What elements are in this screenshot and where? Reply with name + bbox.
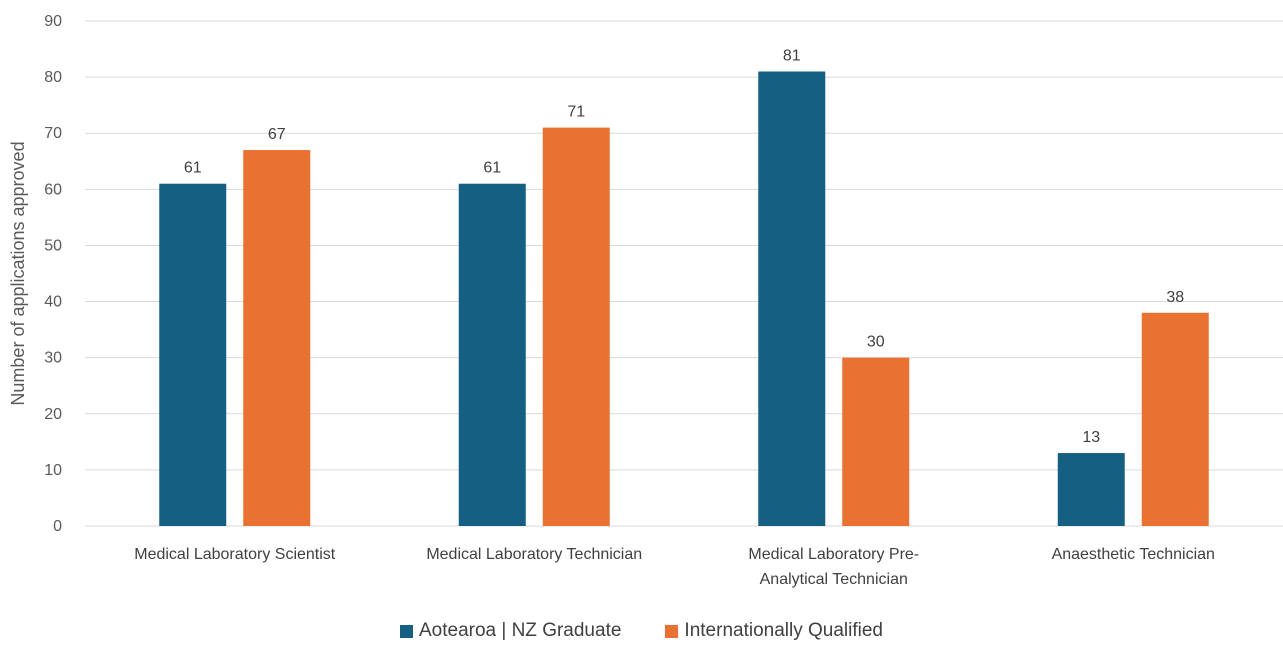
y-tick-label: 0 — [53, 518, 62, 535]
x-axis-categories: Medical Laboratory Scientist Medical Labo… — [134, 546, 1215, 588]
legend-item: Internationally Qualified — [665, 620, 883, 642]
data-label: 61 — [184, 160, 202, 177]
legend-item: Aotearoa | NZ Graduate — [399, 620, 622, 642]
y-tick-label: 20 — [44, 406, 62, 423]
bar — [159, 183, 227, 526]
bar — [243, 150, 311, 527]
data-label: 30 — [867, 334, 885, 351]
legend-label: Aotearoa | NZ Graduate — [418, 620, 622, 641]
x-category-label: Medical Laboratory Pre- — [748, 546, 919, 563]
data-labels: 61 67 61 71 81 30 13 38 — [184, 48, 1184, 447]
bar — [758, 71, 826, 526]
bar — [542, 127, 610, 526]
x-category-label: Medical Laboratory Scientist — [134, 546, 336, 563]
y-axis-label: Number of applications approved — [8, 141, 28, 405]
y-tick-label: 50 — [44, 237, 62, 254]
x-category-label: Analytical Technician — [760, 571, 908, 588]
y-tick-label: 80 — [44, 69, 62, 86]
bar — [458, 183, 526, 526]
bars — [159, 71, 1209, 527]
legend-swatch — [665, 624, 679, 638]
legend-swatch — [399, 624, 413, 638]
y-tick-label: 10 — [44, 462, 62, 479]
data-label: 38 — [1166, 289, 1184, 306]
data-label: 71 — [567, 104, 585, 121]
x-category-label: Anaesthetic Technician — [1052, 546, 1215, 563]
bar — [1057, 453, 1125, 526]
bar-chart: 0 10 20 30 40 50 60 70 80 90 Number of applicatio… — [8, 13, 1283, 588]
data-label: 13 — [1082, 429, 1100, 446]
legend: Aotearoa | NZ Graduate Internationally Qu… — [0, 620, 1283, 644]
bar — [1141, 312, 1209, 526]
legend-label: Internationally Qualified — [684, 620, 883, 641]
x-category-label: Medical Laboratory Technician — [426, 546, 642, 563]
data-label: 61 — [483, 160, 501, 177]
y-axis-ticks: 0 10 20 30 40 50 60 70 80 90 — [44, 13, 62, 535]
y-tick-label: 70 — [44, 125, 62, 142]
y-tick-label: 60 — [44, 181, 62, 198]
bar — [842, 357, 910, 526]
data-label: 67 — [268, 126, 286, 143]
y-tick-label: 40 — [44, 294, 62, 311]
y-tick-label: 30 — [44, 350, 62, 367]
data-label: 81 — [783, 48, 801, 65]
y-tick-label: 90 — [44, 13, 62, 30]
